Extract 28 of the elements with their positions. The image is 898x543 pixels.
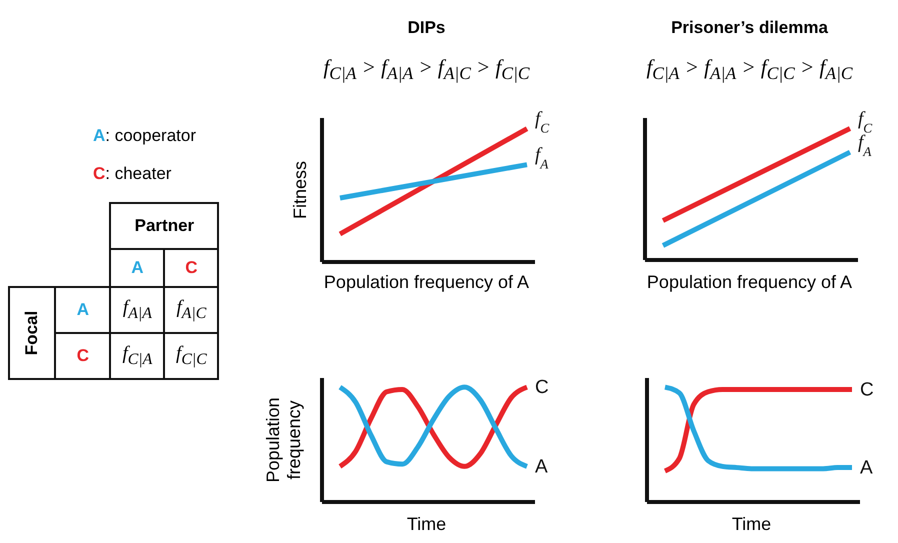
y-axis-title: Population frequency xyxy=(262,396,305,485)
series-label: C xyxy=(535,377,549,398)
chart-subtitle: f$_{C|A}$ > f$_{A|A}$ > f$_{C|C}$ > f$_{A|C}$ xyxy=(645,55,854,84)
category-label: C xyxy=(185,258,198,277)
x-axis-title: Time xyxy=(730,514,772,535)
series-label: f$_{A}$ xyxy=(535,144,550,172)
category-label: A xyxy=(131,258,144,277)
text: f$_{A|C}$ xyxy=(176,297,206,322)
text: f$_{A|A}$ xyxy=(122,297,152,322)
series-label: A xyxy=(860,458,873,479)
text: Focal xyxy=(22,310,42,356)
x-axis-title: Time xyxy=(406,514,448,535)
text: Partner xyxy=(110,203,218,249)
text: f$_{C|C}$ xyxy=(176,343,207,368)
text: A: cooperator xyxy=(93,126,196,145)
chart-subtitle: f$_{C|A}$ > f$_{A|A}$ > f$_{A|C}$ > f$_{C|C}$ xyxy=(322,55,531,84)
series-label: f$_{C}$ xyxy=(535,108,550,136)
text: f$_{C|A}$ xyxy=(122,343,152,368)
series-label: A xyxy=(535,456,548,478)
chart-title: Prisoner’s dilemma xyxy=(670,18,829,38)
y-axis-title: Fitness xyxy=(288,160,310,222)
chart-title: DIPs xyxy=(406,18,446,38)
category-label: C xyxy=(76,346,90,365)
category-label: A xyxy=(76,300,90,319)
x-axis-title: Population frequency of A xyxy=(322,272,530,293)
x-axis-title: Population frequency of A xyxy=(646,272,854,293)
text: C: cheater xyxy=(93,164,172,183)
series-label: C xyxy=(860,379,874,400)
